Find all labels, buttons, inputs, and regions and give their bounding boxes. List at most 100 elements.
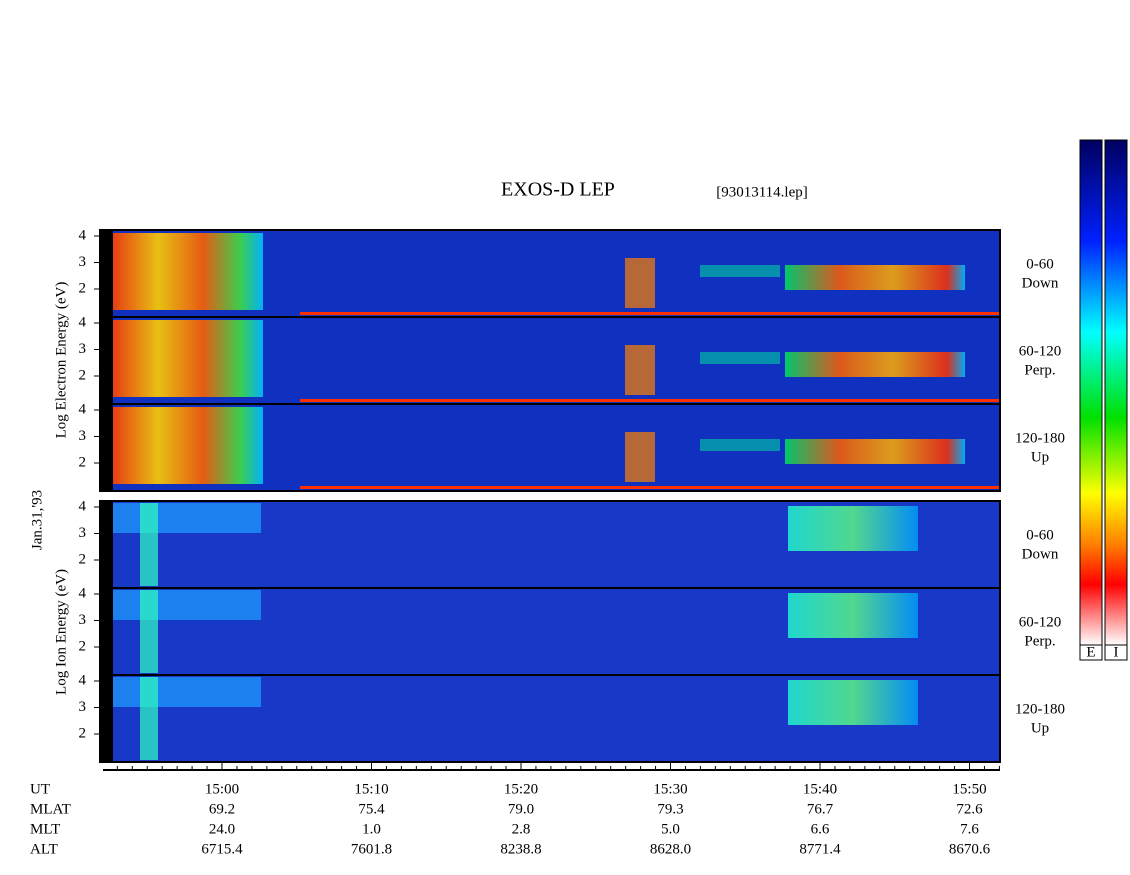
direction: Down (1022, 546, 1059, 562)
spectrogram-patch (788, 593, 918, 638)
spectrogram-burst (140, 677, 158, 760)
row-label: MLT (30, 821, 60, 837)
energy-tick-label: 2 (79, 638, 87, 654)
energy-tick-label: 3 (79, 254, 87, 270)
row-value: 15:20 (504, 781, 538, 797)
energy-tick-label: 4 (79, 672, 87, 688)
colorbar-i-box (1104, 644, 1128, 661)
energy-tick-label: 2 (79, 725, 87, 741)
colorbar-e (1079, 139, 1103, 646)
direction: Perp. (1024, 633, 1055, 649)
row-value: 69.2 (209, 801, 235, 817)
colorbar-i (1104, 139, 1128, 646)
row-label: ALT (30, 841, 58, 857)
row-value: 15:50 (952, 781, 986, 797)
pitch-angle: 0-60 (1026, 527, 1054, 543)
file-name: [93013114.lep] (716, 184, 808, 200)
energy-tick-label: 2 (79, 367, 87, 383)
energy-tick-label: 4 (79, 227, 87, 243)
row-value: 8628.0 (650, 841, 691, 857)
energy-tick-label: 2 (79, 454, 87, 470)
spectrogram-band (785, 439, 965, 464)
colorbar-label: I (1114, 644, 1119, 660)
row-value: 75.4 (358, 801, 385, 817)
spectrogram-burst (140, 503, 158, 586)
row-value: 7601.8 (351, 841, 392, 857)
energy-tick-label: 4 (79, 314, 87, 330)
pitch-angle: 60-120 (1019, 343, 1062, 359)
pitch-angle: 60-120 (1019, 614, 1062, 630)
colorbar-label: E (1086, 644, 1095, 660)
spectrogram-patch (788, 680, 918, 725)
direction: Up (1031, 720, 1049, 736)
energy-tick-label: 4 (79, 585, 87, 601)
row-value: 6.6 (811, 821, 830, 837)
energy-tick-label: 3 (79, 341, 87, 357)
direction: Up (1031, 449, 1049, 465)
pitch-angle: 0-60 (1026, 256, 1054, 272)
row-value: 15:10 (354, 781, 388, 797)
row-label: UT (30, 781, 50, 797)
row-value: 1.0 (362, 821, 381, 837)
date: Jan.31,'93 (29, 490, 45, 550)
low-energy-line (300, 399, 1000, 402)
spectrogram-burst (113, 590, 261, 620)
energy-tick-label: 3 (79, 525, 87, 541)
black-strip (100, 588, 113, 675)
spectrogram-band (785, 265, 965, 290)
panel-frame (99, 674, 1001, 763)
direction: Perp. (1024, 362, 1055, 378)
ion-axis-label: Log Ion Energy (eV) (53, 569, 69, 695)
row-value: 6715.4 (201, 841, 243, 857)
direction: Down (1022, 275, 1059, 291)
black-strip (100, 501, 113, 588)
electron-axis-label: Log Electron Energy (eV) (53, 282, 69, 439)
spectrogram-burst (113, 320, 263, 397)
spectrogram-arc (700, 265, 780, 277)
row-value: 8670.6 (949, 841, 991, 857)
spectrogram-burst (113, 677, 261, 707)
row-value: 15:00 (205, 781, 239, 797)
spectrogram-arc (700, 439, 780, 451)
black-strip (100, 230, 113, 317)
spectrogram-arc (625, 432, 655, 482)
spectrogram-patch (788, 506, 918, 551)
energy-tick-label: 3 (79, 612, 87, 628)
colorbar-e-box (1079, 644, 1103, 661)
energy-tick-label: 2 (79, 280, 87, 296)
pitch-angle: 120-180 (1015, 701, 1065, 717)
row-value: 8771.4 (799, 841, 841, 857)
title: EXOS-D LEP (501, 179, 615, 201)
row-value: 5.0 (661, 821, 680, 837)
spectrogram-burst (140, 590, 158, 673)
row-value: 79.0 (508, 801, 534, 817)
black-strip (100, 317, 113, 404)
row-value: 2.8 (512, 821, 531, 837)
energy-tick-label: 4 (79, 401, 87, 417)
row-value: 15:40 (803, 781, 837, 797)
energy-tick-label: 3 (79, 428, 87, 444)
energy-tick-label: 3 (79, 699, 87, 715)
low-energy-line (300, 312, 1000, 315)
row-value: 24.0 (209, 821, 235, 837)
spectrogram-arc (700, 352, 780, 364)
row-value: 15:30 (653, 781, 687, 797)
spectrogram-burst (113, 503, 261, 533)
row-value: 72.6 (956, 801, 983, 817)
low-energy-line (300, 486, 1000, 489)
spectrogram-arc (625, 345, 655, 395)
spectrogram-band (785, 352, 965, 377)
row-value: 7.6 (960, 821, 979, 837)
energy-tick-label: 4 (79, 498, 87, 514)
row-value: 79.3 (657, 801, 683, 817)
row-label: MLAT (30, 801, 71, 817)
row-value: 8238.8 (500, 841, 541, 857)
energy-tick-label: 2 (79, 551, 87, 567)
row-value: 76.7 (807, 801, 834, 817)
pitch-angle: 120-180 (1015, 430, 1065, 446)
spectrogram-burst (113, 407, 263, 484)
spectrogram-arc (625, 258, 655, 308)
spectrogram-burst (113, 233, 263, 310)
black-strip (100, 404, 113, 491)
